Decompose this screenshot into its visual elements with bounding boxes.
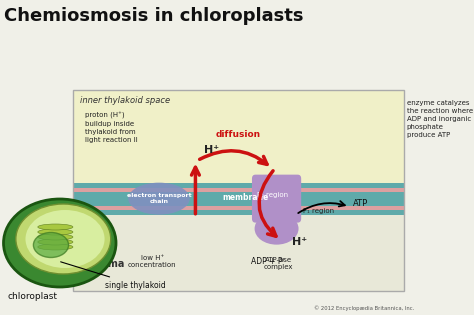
Text: H⁺: H⁺ bbox=[292, 237, 308, 247]
FancyBboxPatch shape bbox=[73, 191, 404, 291]
Text: proton (H⁺)
buildup inside
thylakoid from
light reaction II: proton (H⁺) buildup inside thylakoid fro… bbox=[85, 112, 138, 143]
Ellipse shape bbox=[26, 210, 105, 268]
Text: low H⁺
concentration: low H⁺ concentration bbox=[128, 255, 177, 268]
Text: © 2012 Encyclopædia Britannica, Inc.: © 2012 Encyclopædia Britannica, Inc. bbox=[314, 305, 414, 311]
Bar bbox=[73, 188, 404, 210]
Bar bbox=[270, 211, 283, 220]
Text: ADP + Pᴵ: ADP + Pᴵ bbox=[251, 257, 284, 266]
Text: membrane: membrane bbox=[222, 193, 268, 202]
Text: enzyme catalyzes
the reaction where
ADP and inorganic
phosphate
produce ATP: enzyme catalyzes the reaction where ADP … bbox=[407, 100, 473, 138]
Ellipse shape bbox=[38, 239, 73, 245]
Text: H⁺: H⁺ bbox=[204, 145, 219, 155]
Text: stroma: stroma bbox=[87, 259, 125, 269]
Ellipse shape bbox=[128, 183, 190, 215]
Ellipse shape bbox=[255, 213, 299, 245]
Ellipse shape bbox=[3, 199, 116, 287]
Bar bbox=[73, 192, 404, 206]
Ellipse shape bbox=[33, 232, 69, 257]
Text: ATP: ATP bbox=[353, 199, 368, 208]
Text: chloroplast: chloroplast bbox=[7, 292, 57, 301]
Ellipse shape bbox=[38, 234, 73, 240]
Text: electron transport
chain: electron transport chain bbox=[127, 193, 191, 204]
Text: single thylakoid: single thylakoid bbox=[61, 262, 166, 289]
Text: ATP-ase
complex: ATP-ase complex bbox=[264, 257, 293, 270]
Ellipse shape bbox=[38, 244, 73, 250]
Ellipse shape bbox=[38, 224, 73, 230]
Ellipse shape bbox=[16, 204, 111, 274]
Text: F₀ region: F₀ region bbox=[257, 192, 289, 198]
Text: Chemiosmosis in chloroplasts: Chemiosmosis in chloroplasts bbox=[4, 7, 304, 25]
Text: diffusion: diffusion bbox=[216, 130, 261, 139]
Text: inner thylakoid space: inner thylakoid space bbox=[80, 96, 170, 105]
Text: F₁ region: F₁ region bbox=[303, 208, 334, 214]
FancyBboxPatch shape bbox=[252, 175, 301, 223]
Bar bbox=[73, 183, 404, 215]
FancyBboxPatch shape bbox=[73, 90, 404, 191]
Ellipse shape bbox=[38, 229, 73, 235]
